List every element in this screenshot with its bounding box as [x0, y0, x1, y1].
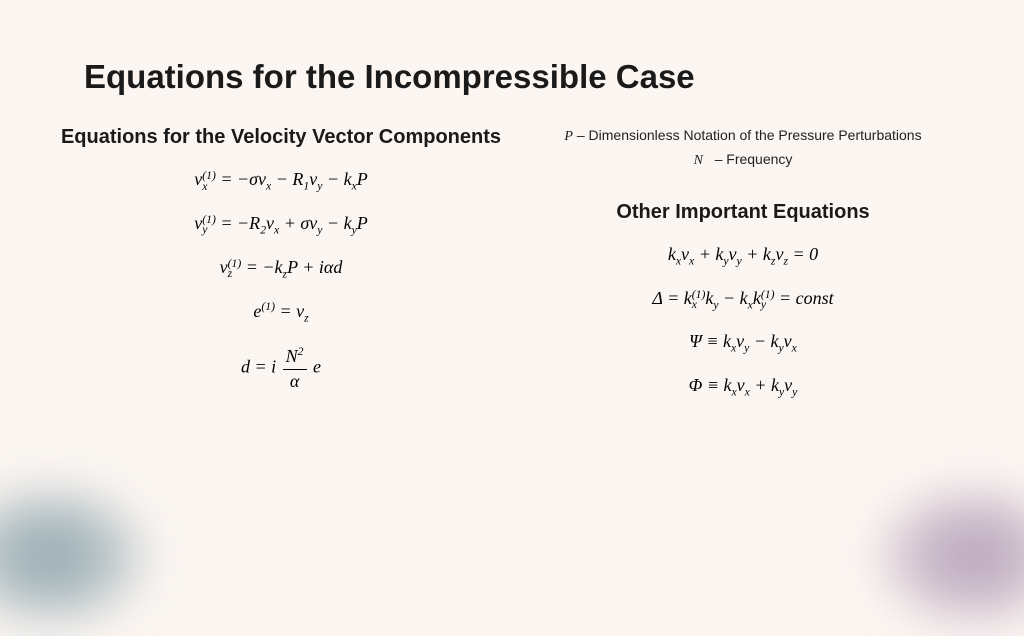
- eq-continuity: kxvx + kyvy + kzvz = 0: [668, 243, 818, 269]
- definitions: P – Dimensionless Notation of the Pressu…: [564, 124, 921, 173]
- left-heading: Equations for the Velocity Vector Compon…: [61, 124, 501, 150]
- content-columns: Equations for the Velocity Vector Compon…: [0, 96, 1024, 418]
- decorative-corner-bl: [0, 476, 160, 636]
- decorative-corner-br: [864, 476, 1024, 636]
- eq-vy: v(1)y = −R2vx + σvy − kyP: [194, 212, 368, 238]
- eq-vz: v(1)z = −kzP + iαd: [220, 256, 343, 282]
- right-column: P – Dimensionless Notation of the Pressu…: [522, 124, 964, 418]
- left-column: Equations for the Velocity Vector Compon…: [60, 124, 502, 418]
- eq-delta: Δ = k(1)xky − kxk(1)y = const: [652, 287, 833, 313]
- eq-psi: Ψ ≡ kxvy − kyvx: [689, 330, 797, 356]
- eq-e: e(1) = vz: [253, 299, 308, 326]
- eq-phi: Φ ≡ kxvx + kyvy: [689, 374, 798, 400]
- eq-vx: v(1)x = −σvx − R1vy − kxP: [194, 168, 368, 194]
- eq-d: d = i N2α e: [241, 344, 321, 393]
- right-heading: Other Important Equations: [616, 199, 869, 225]
- page-title: Equations for the Incompressible Case: [0, 0, 1024, 96]
